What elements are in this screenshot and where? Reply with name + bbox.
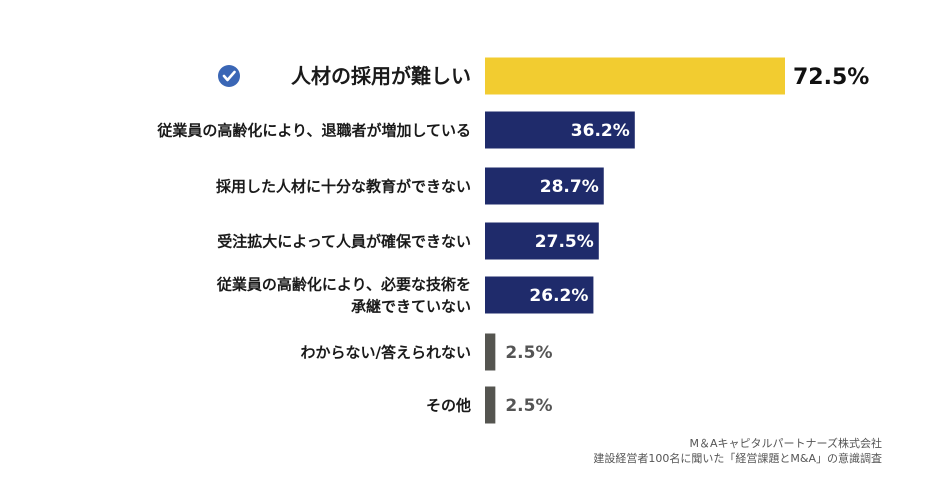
bar-1 xyxy=(485,111,635,149)
source-company: M＆Aキャピタルパートナーズ株式会社 xyxy=(689,437,882,450)
source-note: M＆Aキャピタルパートナーズ株式会社 建設経営者100名に聞いた「経営課題とM&… xyxy=(593,436,882,466)
category-label-1: 従業員の高齢化により、退職者が増加している xyxy=(156,121,471,139)
value-label-6: 2.5% xyxy=(505,396,552,416)
bar-3 xyxy=(485,222,599,260)
bar-0 xyxy=(485,57,785,95)
bar-4 xyxy=(485,276,594,314)
source-survey: 建設経営者100名に聞いた「経営課題とM&A」の意識調査 xyxy=(593,452,882,465)
category-label-2: 採用した人材に十分な教育ができない xyxy=(216,177,471,195)
bar-6 xyxy=(485,386,496,424)
value-label-4: 26.2% xyxy=(529,286,588,306)
category-label-3: 受注拡大によって人員が確保できない xyxy=(217,232,471,250)
value-label-0: 72.5% xyxy=(793,65,869,90)
value-label-3: 27.5% xyxy=(535,232,594,252)
category-label-0: 人材の採用が難しい xyxy=(291,64,471,88)
category-label-5: わからない/答えられない xyxy=(301,343,471,361)
check-circle-icon xyxy=(218,65,240,87)
value-label-2: 28.7% xyxy=(540,177,599,197)
value-label-1: 36.2% xyxy=(571,121,630,141)
bar-5 xyxy=(485,333,496,371)
category-label-4: 従業員の高齢化により、必要な技術を承継できていない xyxy=(216,275,471,315)
value-label-5: 2.5% xyxy=(505,343,552,363)
bar-2 xyxy=(485,167,604,205)
category-label-6: その他 xyxy=(426,396,471,414)
